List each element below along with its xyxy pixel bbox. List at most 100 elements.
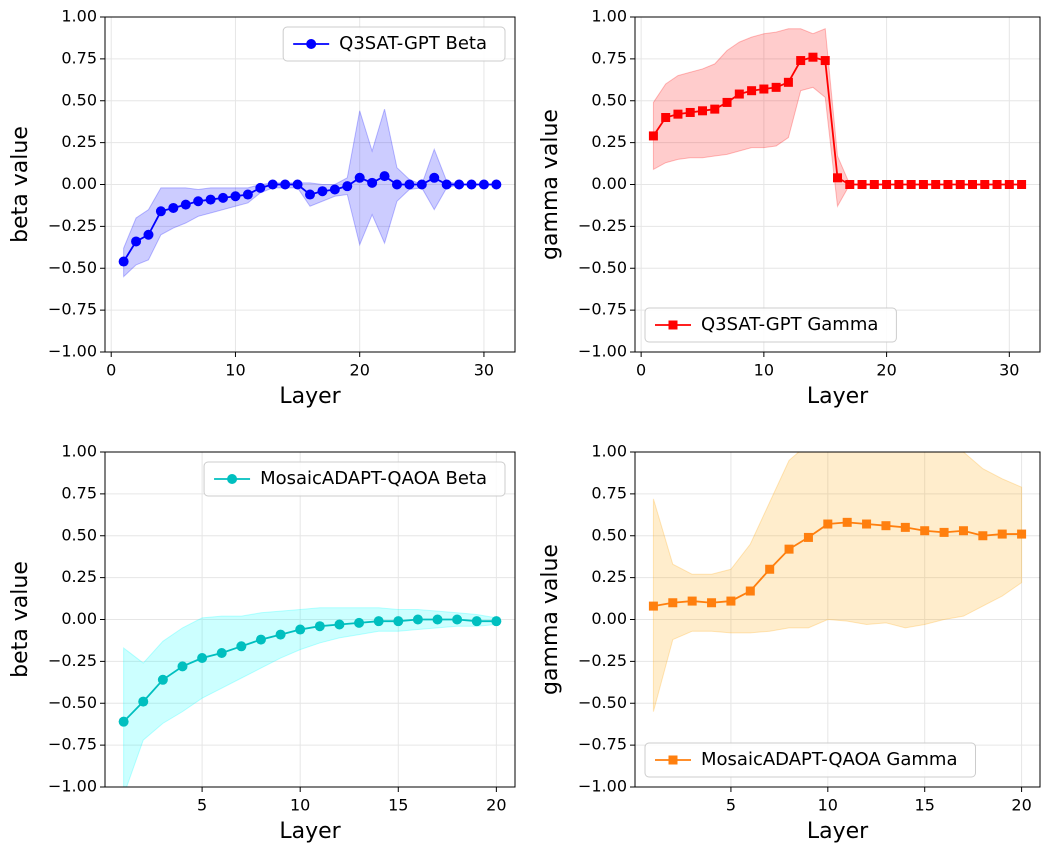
- marker: [685, 107, 695, 117]
- marker: [648, 601, 658, 611]
- y-tick-label: −0.75: [48, 735, 97, 754]
- legend-label: Q3SAT-GPT Beta: [339, 33, 487, 54]
- legend-label: MosaicADAPT-QAOA Gamma: [701, 749, 958, 770]
- x-axis-label: Layer: [807, 819, 869, 844]
- marker: [833, 173, 842, 183]
- y-tick-label: −1.00: [578, 342, 627, 361]
- x-tick-label: 20: [350, 361, 370, 380]
- marker: [710, 104, 720, 114]
- y-tick-label: −1.00: [578, 777, 627, 796]
- legend: Q3SAT-GPT Beta: [282, 26, 506, 62]
- y-axis-label: gamma value: [538, 544, 563, 695]
- marker: [193, 196, 204, 207]
- marker: [334, 619, 345, 630]
- marker: [367, 177, 378, 188]
- marker: [920, 526, 930, 536]
- marker: [980, 180, 990, 189]
- axes-frame: [634, 16, 1041, 353]
- marker: [803, 532, 813, 542]
- y-axis-label: gamma value: [538, 109, 563, 260]
- y-tick-label: 0.50: [591, 90, 627, 109]
- marker: [280, 179, 291, 190]
- x-axis-label: Layer: [279, 819, 341, 844]
- x-axis-label: Layer: [807, 384, 869, 409]
- axes-frame: [634, 451, 1041, 788]
- x-tick-label: 10: [754, 361, 774, 380]
- y-tick-label: 0.75: [61, 48, 97, 67]
- y-tick-label: −1.00: [48, 777, 97, 796]
- marker: [379, 171, 390, 182]
- marker: [745, 586, 755, 596]
- legend-marker: [668, 320, 678, 330]
- legend: MosaicADAPT-QAOA Beta: [203, 461, 506, 497]
- marker: [329, 184, 340, 195]
- marker: [416, 179, 427, 190]
- x-tick-label: 10: [225, 361, 245, 380]
- subplot: −1.00 −0.75 −0.50 −0.25 0.00 0.25 0.50 0.75 1.00…: [8, 442, 516, 844]
- marker: [118, 716, 129, 727]
- marker: [906, 180, 916, 189]
- marker: [478, 179, 489, 190]
- y-tick-label: −0.25: [48, 651, 97, 670]
- marker: [968, 180, 977, 189]
- marker: [429, 172, 440, 183]
- marker: [765, 564, 775, 574]
- x-tick-label: 30: [474, 361, 494, 380]
- marker: [955, 180, 965, 189]
- marker: [1004, 180, 1014, 189]
- marker: [931, 180, 941, 189]
- y-tick-label: 1.00: [61, 7, 97, 26]
- marker: [242, 189, 253, 200]
- legend-box: [644, 742, 976, 778]
- y-tick-label: 0.75: [591, 48, 627, 67]
- y-tick-label: −0.25: [578, 651, 627, 670]
- marker: [491, 616, 502, 627]
- x-tick-label: 0: [636, 361, 646, 380]
- legend-box: [203, 461, 506, 497]
- marker: [118, 256, 129, 267]
- marker: [939, 527, 949, 537]
- marker: [292, 179, 303, 190]
- marker: [823, 519, 833, 529]
- y-tick-label: −0.50: [578, 693, 627, 712]
- y-tick-label: −0.75: [578, 300, 627, 319]
- marker: [808, 52, 818, 62]
- marker: [648, 131, 658, 141]
- marker: [267, 179, 278, 190]
- y-tick-label: 1.00: [591, 442, 627, 461]
- marker: [726, 596, 736, 606]
- axes-frame: [104, 451, 516, 788]
- marker: [454, 179, 465, 190]
- marker: [783, 77, 793, 87]
- x-tick-label: 20: [876, 361, 896, 380]
- marker: [441, 179, 452, 190]
- y-tick-label: 0.25: [61, 567, 97, 586]
- y-tick-label: 0.75: [61, 483, 97, 502]
- y-tick-label: 0.50: [61, 90, 97, 109]
- y-axis-label: beta value: [8, 126, 33, 243]
- x-tick-label: 10: [818, 796, 838, 815]
- marker: [673, 109, 683, 119]
- marker: [1017, 180, 1027, 189]
- marker: [275, 629, 286, 640]
- marker: [314, 621, 325, 632]
- y-tick-label: 0.25: [61, 132, 97, 151]
- y-tick-label: −0.50: [578, 258, 627, 277]
- marker: [412, 614, 423, 625]
- marker: [978, 531, 988, 541]
- marker: [857, 180, 867, 189]
- y-tick-label: 1.00: [591, 7, 627, 26]
- x-tick-label: 15: [388, 796, 408, 815]
- marker: [668, 598, 678, 608]
- legend-marker: [227, 474, 238, 484]
- x-tick-label: 15: [915, 796, 935, 815]
- legend-label: MosaicADAPT-QAOA Beta: [260, 468, 487, 489]
- marker: [734, 89, 744, 99]
- marker: [391, 179, 402, 190]
- marker: [157, 674, 168, 685]
- marker: [354, 172, 365, 183]
- marker: [820, 56, 830, 66]
- marker: [894, 180, 904, 189]
- x-axis-label: Layer: [279, 384, 341, 409]
- y-tick-label: 0.00: [591, 609, 627, 628]
